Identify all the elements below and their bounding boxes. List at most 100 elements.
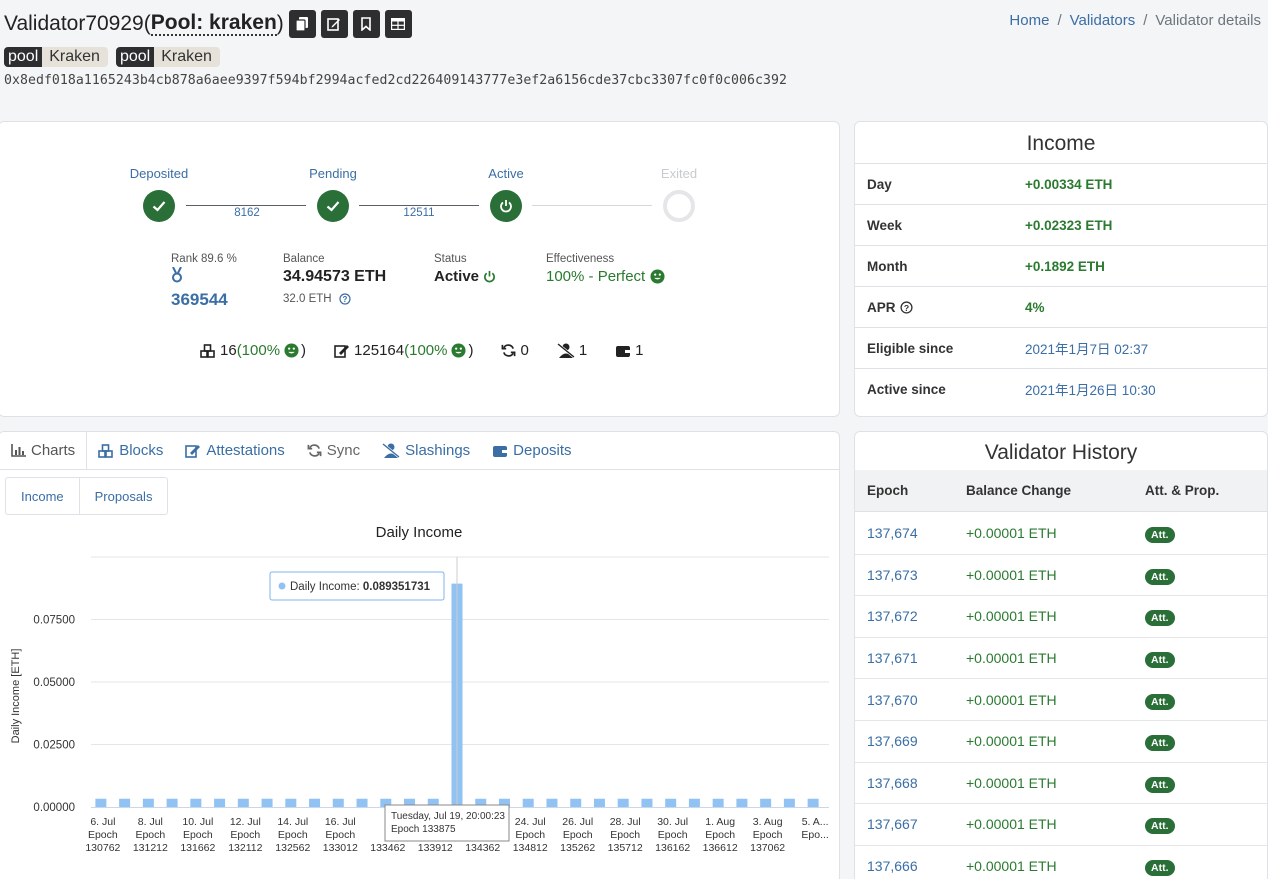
y-tick-label: 0.00000 — [33, 802, 75, 814]
chart-bar — [356, 798, 368, 807]
bookmark-button[interactable] — [352, 10, 380, 38]
edit-button[interactable] — [320, 10, 348, 38]
chart-bar — [214, 798, 226, 807]
chart-bar — [783, 798, 795, 807]
daily-income-chart: Daily Income 0.00000 0.02500 0.05000 0.07500… — [10, 524, 829, 854]
chart-title: Daily Income — [376, 524, 463, 541]
sync-counter[interactable]: 0 — [501, 342, 529, 359]
x-tick-number: 130762 — [85, 842, 120, 854]
help-icon[interactable]: ? — [338, 293, 351, 305]
epoch-link[interactable]: 137,667 — [867, 816, 918, 833]
x-tick-number: 131212 — [133, 842, 168, 854]
table-button[interactable] — [384, 10, 412, 38]
overview-card: Deposited Pending Active Exited 8162 125… — [0, 121, 840, 417]
chart-bar — [760, 798, 772, 807]
pool-tag[interactable]: pool Kraken — [115, 47, 220, 67]
balance-change: +0.00001 ETH — [966, 608, 1057, 625]
x-tick-epoch: Epoch — [278, 829, 308, 841]
epoch-link[interactable]: 137,671 — [867, 650, 918, 667]
effective-balance: 32.0 ETH ? — [283, 293, 351, 305]
copy-button[interactable] — [288, 10, 316, 38]
attestations-counter[interactable]: 125164 (100% ) — [334, 342, 473, 359]
attestation-badge: Att. — [1145, 735, 1175, 752]
x-tick-number: 135262 — [560, 842, 595, 854]
y-tick-label: 0.07500 — [33, 615, 75, 627]
table-row: 137,669 +0.00001 ETH Att. — [855, 721, 1267, 763]
y-tick-label: 0.02500 — [33, 740, 75, 752]
rank-value[interactable]: 369544 — [171, 290, 228, 309]
tab-deposits[interactable]: Deposits — [481, 432, 582, 469]
x-tick-epoch: Epoch — [135, 829, 165, 841]
epoch-link[interactable]: 137,672 — [867, 608, 918, 625]
chart-bar — [736, 798, 748, 807]
status-label: Status — [434, 253, 467, 265]
sync-icon — [307, 444, 322, 457]
table-row: 137,670 +0.00001 ETH Att. — [855, 679, 1267, 721]
deposits-counter[interactable]: 1 — [615, 342, 644, 359]
chart-tooltip — [269, 571, 445, 601]
cubes-icon — [98, 443, 113, 458]
epoch-link[interactable]: 137,673 — [867, 566, 918, 583]
tab-blocks[interactable]: Blocks — [87, 432, 174, 469]
epoch-link[interactable]: 137,666 — [867, 858, 918, 875]
epoch-link[interactable]: 137,670 — [867, 691, 918, 708]
subtab-proposals[interactable]: Proposals — [78, 478, 168, 514]
pool-tag[interactable]: pool Kraken — [4, 47, 108, 67]
step-connector — [532, 205, 652, 206]
step-exited-label: Exited — [660, 166, 698, 181]
x-tick-date: 6. Jul — [90, 816, 115, 828]
user-slash-icon — [382, 443, 400, 458]
tab-attestations[interactable]: Attestations — [174, 432, 295, 469]
signature-icon — [334, 344, 350, 358]
table-row: 137,668 +0.00001 ETH Att. — [855, 763, 1267, 805]
table-icon — [391, 18, 406, 30]
income-title: Income — [1026, 132, 1096, 155]
epoch-link[interactable]: 137,669 — [867, 733, 918, 750]
history-title: Validator History — [984, 441, 1138, 464]
sync-icon — [502, 344, 516, 357]
step-connector — [359, 205, 479, 206]
epoch-link[interactable]: 137,668 — [867, 774, 918, 791]
tag-list: pool Kraken pool Kraken — [4, 47, 220, 67]
rank-label: Rank 89.6 % — [171, 253, 237, 265]
blocks-counter[interactable]: 16 (100% ) — [200, 342, 306, 359]
balance-change: +0.00001 ETH — [966, 691, 1057, 708]
income-week-row: Week +0.02323 ETH — [855, 204, 1267, 245]
x-tick-date: 26. Jul — [562, 816, 593, 828]
chart-bar — [285, 798, 297, 807]
x-tick-date: 28. Jul — [610, 816, 641, 828]
chart-bar — [712, 798, 724, 807]
active-since-row: Active since 2021年1月26日 10:30 — [855, 368, 1267, 409]
step-active-label: Active — [488, 166, 524, 181]
chart-bar — [688, 798, 700, 807]
x-tick-number: 135712 — [608, 842, 643, 854]
slashings-counter[interactable]: 1 — [556, 342, 587, 359]
help-icon[interactable]: ? — [899, 300, 913, 314]
attestation-badge: Att. — [1145, 610, 1175, 627]
step-exited-circle-icon — [663, 190, 695, 222]
edit-icon — [327, 18, 341, 31]
step-connector — [186, 205, 306, 206]
subtab-income[interactable]: Income — [21, 488, 64, 504]
x-tick-epoch: Epo... — [801, 829, 828, 841]
chart-bar — [119, 798, 131, 807]
chart-bar — [807, 798, 819, 807]
bookmark-icon — [361, 17, 372, 31]
x-tick-epoch: Epoch — [88, 829, 118, 841]
x-tick-number: 133912 — [418, 842, 453, 854]
x-tick-epoch: Epoch — [183, 829, 213, 841]
chart-bar — [546, 798, 558, 807]
tab-charts[interactable]: Charts — [0, 432, 88, 469]
x-tick-date: 10. Jul — [182, 816, 213, 828]
x-tick-epoch: Epoch — [325, 829, 355, 841]
tab-slashings[interactable]: Slashings — [371, 432, 481, 469]
x-tick-epoch: Epoch — [515, 829, 545, 841]
epoch-link[interactable]: 137,674 — [867, 525, 918, 542]
breadcrumb-home-link[interactable]: Home — [1009, 12, 1050, 29]
step-deposited-check-icon — [143, 190, 175, 222]
tab-sync[interactable]: Sync — [296, 432, 371, 469]
x-tick-date: 14. Jul — [277, 816, 308, 828]
breadcrumb-validators-link[interactable]: Validators — [1069, 12, 1136, 29]
validator-pubkey: 0x8edf018a1165243b4cb878a6aee9397f594bf2… — [4, 73, 787, 88]
balance-label: Balance — [283, 253, 325, 265]
